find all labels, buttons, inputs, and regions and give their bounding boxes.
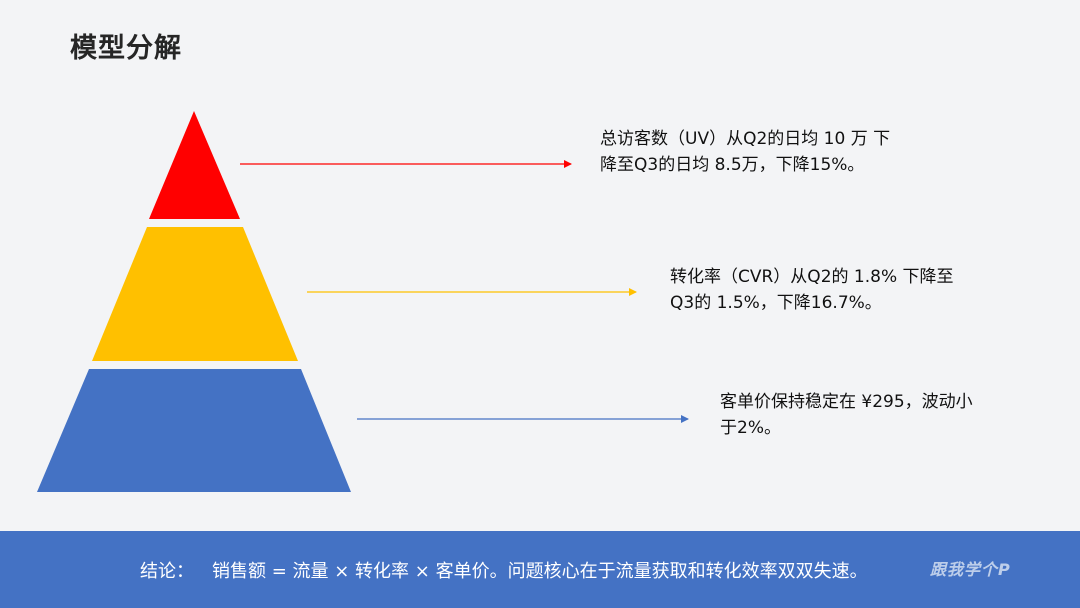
conclusion-text: 结论： 销售额 = 流量 × 转化率 × 客单价。问题核心在于流量获取和转化效率双… [140, 557, 868, 583]
conclusion-label: 结论： [140, 561, 194, 582]
watermark-logo: 跟我学个P [930, 560, 1011, 579]
note-aov: 客单价保持稳定在 ¥295，波动小于2%。 [720, 392, 973, 438]
pyramid-level-uv [149, 111, 240, 219]
page-title: 模型分解 [70, 33, 182, 64]
note-uv: 总访客数（UV）从Q2的日均 10 万 下降至Q3的日均 8.5万，下降15%。 [600, 129, 891, 175]
conclusion-body: 销售额 = 流量 × 转化率 × 客单价。问题核心在于流量获取和转化效率双双失速… [212, 561, 868, 582]
note-cvr: 转化率（CVR）从Q2的 1.8% 下降至Q3的 1.5%，下降16.7%。 [670, 267, 954, 313]
pyramid-level-aov [37, 369, 351, 492]
pyramid-level-cvr [92, 227, 298, 361]
conclusion-bar: 结论： 销售额 = 流量 × 转化率 × 客单价。问题核心在于流量获取和转化效率双… [0, 531, 1080, 608]
